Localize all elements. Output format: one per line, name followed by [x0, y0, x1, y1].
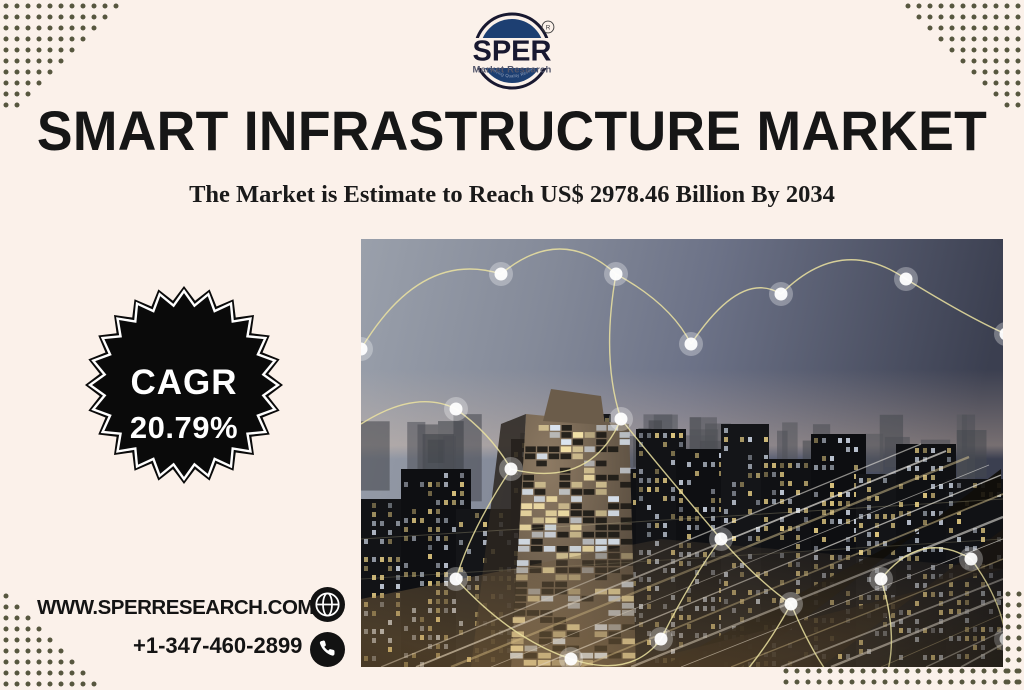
svg-text:SPER: SPER: [473, 36, 552, 68]
svg-text:CAGR: CAGR: [130, 363, 237, 402]
svg-text:R: R: [546, 24, 551, 31]
svg-text:Market Research: Market Research: [472, 65, 551, 76]
svg-text:20.79%: 20.79%: [130, 410, 238, 445]
